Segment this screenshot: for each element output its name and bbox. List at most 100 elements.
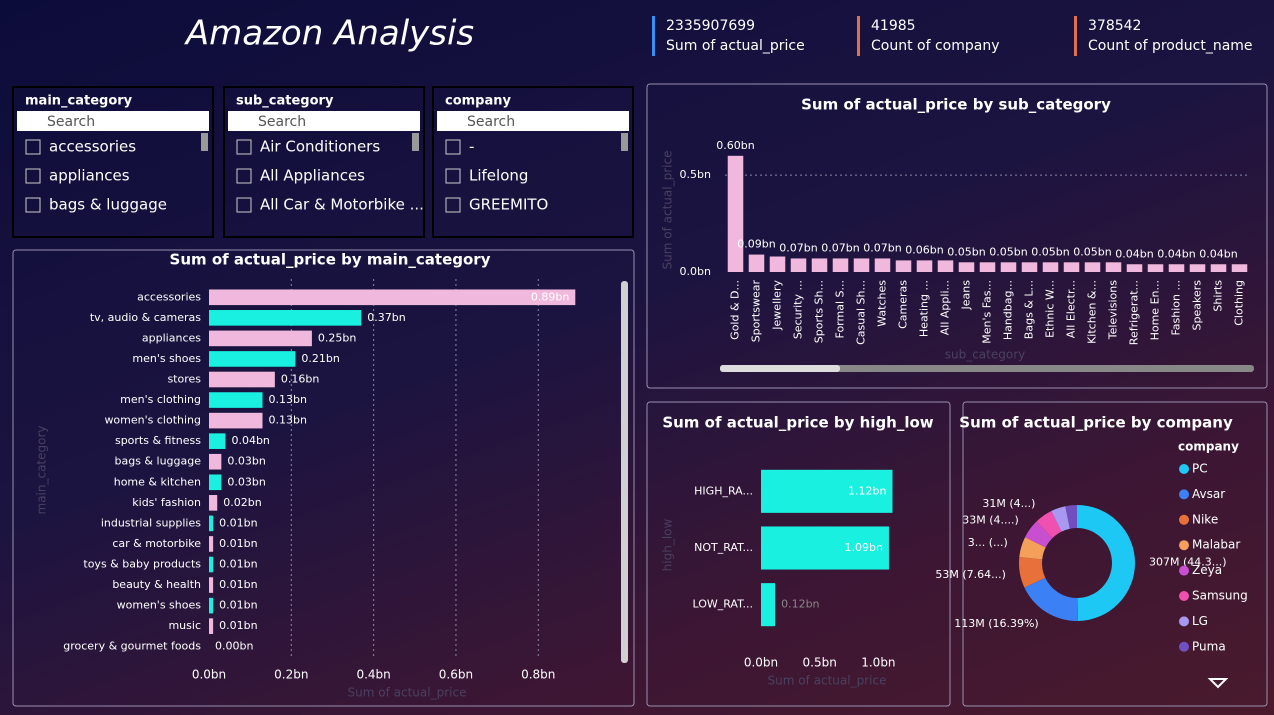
bar	[748, 254, 765, 272]
checkbox[interactable]	[236, 197, 252, 213]
checkbox[interactable]	[25, 139, 41, 155]
search-placeholder: Search	[258, 114, 306, 130]
data-label: 0.13bn	[269, 393, 307, 406]
data-label: 1.12bn	[848, 484, 886, 497]
bar	[209, 597, 214, 614]
scrollbar[interactable]	[621, 281, 628, 663]
x-tick-label: Watches	[876, 280, 889, 327]
data-label: 307M (44.3...)	[1149, 555, 1227, 568]
chart-title: Sum of actual_price by company	[959, 414, 1233, 432]
bar	[832, 258, 849, 272]
x-tick-label: 0.5bn	[803, 656, 837, 670]
y-tick-label: kids' fashion	[132, 496, 201, 509]
kpi-label: Count of company	[871, 38, 1000, 54]
data-label: 0.25bn	[318, 331, 356, 344]
legend-label[interactable]: LG	[1192, 614, 1208, 628]
x-tick-label: Refrigerat...	[1128, 280, 1141, 345]
legend-label[interactable]: PC	[1192, 462, 1208, 476]
checkbox[interactable]	[25, 197, 41, 213]
bar	[958, 262, 975, 272]
bar	[209, 618, 214, 634]
legend-label[interactable]: Samsung	[1192, 589, 1248, 603]
data-label: 0.01bn	[219, 516, 257, 529]
legend-marker[interactable]	[1179, 641, 1189, 652]
data-label: 53M (7.64...)	[935, 568, 1006, 581]
legend-more[interactable]	[1207, 678, 1229, 689]
y-tick-label: car & motorbike	[112, 537, 201, 550]
bar	[1210, 264, 1227, 272]
bar	[1231, 264, 1248, 272]
legend-marker[interactable]	[1179, 565, 1189, 576]
scrollbar-track[interactable]	[720, 365, 1254, 372]
x-tick-label: Kitchen &...	[1086, 280, 1099, 344]
bar	[790, 258, 807, 272]
bar	[209, 556, 214, 573]
bar	[1147, 264, 1164, 272]
legend-marker[interactable]	[1179, 591, 1189, 601]
legend-marker[interactable]	[1179, 514, 1189, 525]
y-tick-label: industrial supplies	[101, 516, 201, 529]
bar	[1105, 262, 1122, 272]
x-tick-label: Heating ...	[918, 280, 931, 337]
checkbox[interactable]	[445, 197, 461, 213]
slicer-item: accessories	[49, 138, 136, 156]
search-box[interactable]	[437, 111, 629, 131]
legend-label[interactable]: Avsar	[1192, 487, 1225, 501]
bar	[209, 412, 263, 429]
y-tick-label: appliances	[142, 331, 201, 344]
checkbox[interactable]	[445, 168, 461, 184]
data-label: 0.37bn	[367, 311, 405, 324]
legend-label[interactable]: Nike	[1192, 512, 1218, 526]
search-box[interactable]	[17, 111, 209, 131]
donut-slice	[1019, 556, 1046, 588]
legend-label[interactable]: Puma	[1192, 639, 1226, 653]
checkbox[interactable]	[25, 168, 41, 184]
x-tick-label: 0.6bn	[439, 668, 473, 682]
legend-label[interactable]: Zeya	[1192, 563, 1222, 577]
x-tick-label: Men's Fas...	[981, 280, 994, 344]
x-tick-label: Casual Sh...	[855, 280, 868, 345]
scrollbar-thumb[interactable]	[720, 365, 840, 372]
checkbox[interactable]	[445, 139, 461, 155]
data-label: 0.03bn	[227, 475, 265, 488]
legend-label[interactable]: Malabar	[1192, 538, 1240, 552]
kpi-accent	[1074, 16, 1077, 56]
x-tick-label: Jewellery	[771, 280, 784, 331]
legend-marker[interactable]	[1179, 464, 1189, 474]
data-label: 0.21bn	[301, 352, 339, 365]
data-label: 0.04bn	[231, 434, 269, 447]
data-label: 0.05bn	[1031, 245, 1069, 258]
slicer-item: Air Conditioners	[260, 138, 380, 156]
legend-marker[interactable]	[1179, 616, 1189, 627]
bar	[1126, 264, 1143, 272]
slicer-title: sub_category	[236, 94, 334, 109]
data-label: 3... (...)	[968, 536, 1008, 549]
dashboard-title: Amazon Analysis	[184, 14, 474, 54]
legend-marker[interactable]	[1179, 489, 1189, 500]
bar	[1168, 264, 1185, 272]
slicer-item: Lifelong	[469, 167, 528, 185]
y-axis-label: Sum of actual_price	[661, 151, 675, 270]
x-tick-label: Security ...	[792, 280, 805, 339]
kpi-value: 378542	[1088, 18, 1141, 34]
x-axis-label: Sum of actual_price	[348, 686, 467, 700]
data-label: 0.02bn	[223, 496, 261, 509]
kpi-accent	[652, 16, 655, 56]
y-tick-label: men's clothing	[120, 393, 201, 406]
y-tick-label: grocery & gourmet foods	[63, 640, 201, 653]
search-box[interactable]	[228, 111, 420, 131]
chart-title: Sum of actual_price by sub_category	[801, 96, 1111, 114]
checkbox[interactable]	[236, 139, 252, 155]
y-tick-label: bags & luggage	[115, 455, 202, 468]
y-tick-label: music	[168, 619, 201, 632]
bar	[1000, 262, 1017, 272]
panel	[646, 401, 951, 707]
slicer-title: company	[445, 94, 512, 109]
slicer-item: bags & luggage	[49, 196, 167, 214]
bar	[1063, 262, 1080, 272]
slicer-scrollbar	[201, 133, 208, 151]
x-tick-label: Formal S...	[834, 280, 847, 338]
legend-marker[interactable]	[1179, 540, 1189, 551]
slicer-title: main_category	[25, 94, 133, 109]
checkbox[interactable]	[236, 168, 252, 184]
